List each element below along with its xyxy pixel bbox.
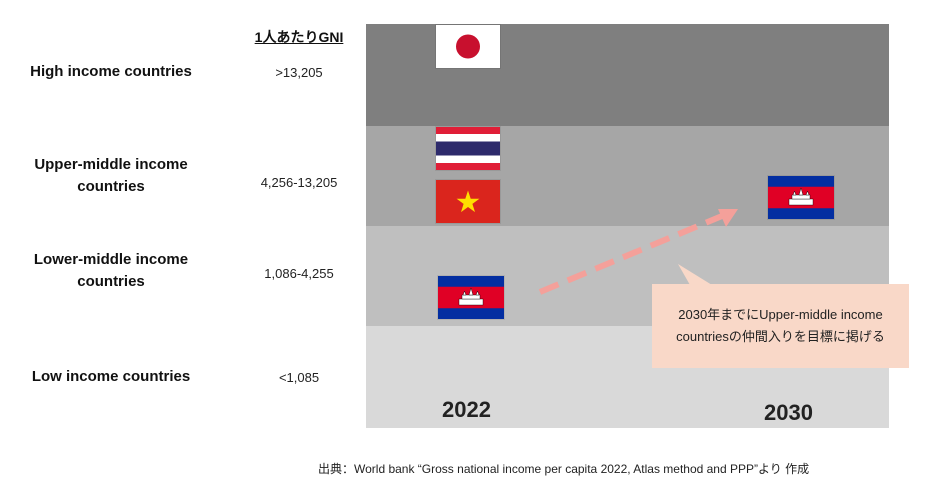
category-label-lower-middle: Lower-middle income countries xyxy=(33,251,189,290)
cambodia-flag-2022-icon xyxy=(438,276,504,319)
category-label-upper-middle: Upper-middle income countries xyxy=(34,156,188,195)
gni-value-lower-middle: 1,086-4,255 xyxy=(264,266,334,281)
japan-flag-icon xyxy=(436,25,500,68)
category-label-high: High income countries xyxy=(30,63,192,80)
callout-pointer xyxy=(678,264,712,285)
category-label-low: Low income countries xyxy=(31,368,191,385)
gni-value-high: >13,205 xyxy=(275,65,323,80)
cambodia-flag-2030-icon xyxy=(768,176,834,219)
vietnam-flag-icon xyxy=(436,180,500,223)
gni-value-low: <1,085 xyxy=(278,370,320,385)
year-2022-label: 2022 xyxy=(442,397,491,422)
callout-box: 2030年までにUpper-middle income countriesの仲間… xyxy=(652,284,909,368)
gni-value-upper-middle: 4,256-13,205 xyxy=(260,175,338,190)
gni-header: 1人あたりGNI xyxy=(254,29,344,45)
thailand-flag-icon xyxy=(436,127,500,170)
year-2030-label: 2030 xyxy=(764,400,813,425)
source-note: 出典：World bank “Gross national income per… xyxy=(318,462,810,476)
